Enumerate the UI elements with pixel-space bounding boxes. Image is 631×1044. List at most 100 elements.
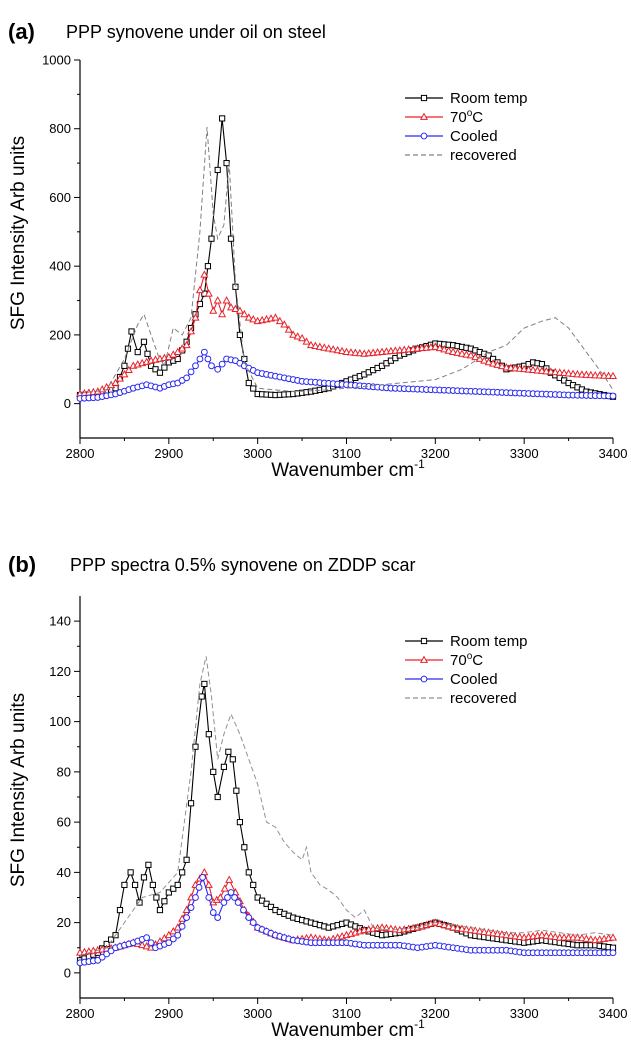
x-axis-label-a: Wavenumber cm-1 bbox=[271, 457, 425, 481]
data-point bbox=[208, 362, 215, 370]
data-point bbox=[551, 367, 560, 376]
data-point bbox=[120, 369, 129, 378]
data-point bbox=[121, 362, 128, 369]
data-point bbox=[236, 819, 244, 826]
y-tick-label: 1000 bbox=[42, 53, 71, 68]
data-point bbox=[431, 342, 440, 350]
legend-label: recovered bbox=[450, 690, 517, 707]
data-point bbox=[225, 875, 234, 883]
y-tick-label: 120 bbox=[49, 664, 71, 679]
y-tick-label: 800 bbox=[49, 121, 71, 136]
data-point bbox=[214, 793, 221, 801]
data-point bbox=[149, 881, 156, 889]
legend-entry: 70oC bbox=[405, 651, 483, 669]
data-point bbox=[515, 932, 524, 940]
data-point bbox=[564, 369, 573, 377]
data-point bbox=[582, 934, 591, 942]
data-point bbox=[609, 949, 617, 957]
data-point bbox=[233, 787, 240, 794]
data-point bbox=[140, 338, 148, 345]
series-room-temp-b bbox=[76, 680, 617, 964]
data-point bbox=[220, 899, 228, 906]
y-tick-label: 600 bbox=[49, 190, 71, 205]
data-point bbox=[143, 934, 151, 942]
data-point bbox=[263, 900, 270, 907]
data-point bbox=[209, 909, 217, 916]
data-point bbox=[226, 302, 236, 311]
y-tick-label: 400 bbox=[49, 259, 71, 274]
data-point bbox=[529, 365, 538, 374]
legend-marker bbox=[419, 112, 429, 120]
data-point bbox=[240, 906, 247, 914]
data-point bbox=[250, 881, 257, 889]
data-point bbox=[204, 263, 212, 270]
data-point bbox=[346, 348, 355, 356]
data-point bbox=[462, 350, 471, 358]
data-point bbox=[555, 368, 564, 376]
data-point bbox=[195, 285, 204, 294]
data-point bbox=[183, 374, 191, 382]
data-point bbox=[218, 360, 226, 368]
data-point bbox=[259, 897, 266, 904]
data-point bbox=[127, 869, 134, 876]
x-tick-label: 3200 bbox=[421, 1006, 450, 1021]
data-point bbox=[515, 364, 524, 372]
data-point bbox=[506, 363, 515, 371]
data-point bbox=[338, 346, 347, 355]
legend-label: Room temp bbox=[450, 90, 528, 107]
data-point bbox=[134, 348, 141, 356]
data-point bbox=[183, 856, 190, 863]
data-point bbox=[355, 348, 364, 357]
y-tick-label: 140 bbox=[49, 614, 71, 629]
x-tick-label: 3400 bbox=[599, 1006, 628, 1021]
chart-title-a: PPP synovene under oil on steel bbox=[66, 22, 326, 42]
data-point bbox=[191, 313, 200, 321]
data-point bbox=[542, 366, 551, 375]
data-point bbox=[234, 899, 242, 906]
data-point bbox=[210, 768, 217, 775]
data-point bbox=[457, 924, 467, 932]
data-point bbox=[475, 926, 484, 935]
data-point bbox=[506, 931, 515, 939]
data-point bbox=[546, 932, 555, 940]
series-cooled-a bbox=[76, 348, 617, 402]
x-axis-label-b: Wavenumber cm-1 bbox=[271, 1017, 425, 1041]
data-point bbox=[152, 366, 159, 373]
data-point bbox=[324, 344, 333, 352]
y-tick-label: 20 bbox=[57, 915, 71, 930]
data-point bbox=[169, 926, 178, 935]
legend-label: Cooled bbox=[450, 671, 498, 688]
x-tick-label: 3000 bbox=[243, 1006, 272, 1021]
y-axis-label-a: SFG Intensity Arb units bbox=[8, 136, 29, 330]
data-point bbox=[231, 894, 238, 901]
data-point bbox=[568, 369, 578, 377]
data-point bbox=[165, 939, 173, 947]
data-point bbox=[489, 928, 498, 937]
data-point bbox=[315, 342, 324, 350]
data-point bbox=[153, 894, 160, 901]
x-tick-label: 2800 bbox=[66, 1006, 95, 1021]
y-tick-label: 200 bbox=[49, 327, 71, 342]
data-point bbox=[391, 925, 400, 933]
x-tick-label: 3100 bbox=[332, 1006, 361, 1021]
data-point bbox=[551, 932, 560, 940]
data-point bbox=[489, 359, 498, 367]
legend-label: recovered bbox=[450, 147, 517, 164]
data-point bbox=[298, 333, 307, 342]
data-point bbox=[214, 914, 222, 921]
y-tick-label: 0 bbox=[64, 396, 71, 411]
data-point bbox=[311, 341, 320, 349]
panel-label-b: (b) bbox=[8, 552, 36, 577]
series-line bbox=[79, 272, 614, 395]
data-point bbox=[546, 367, 555, 375]
data-point bbox=[161, 898, 168, 905]
data-point bbox=[169, 935, 177, 943]
data-point bbox=[187, 904, 195, 911]
data-point bbox=[204, 880, 213, 888]
data-point bbox=[493, 360, 502, 368]
series-room-temp-a bbox=[76, 115, 617, 400]
data-point bbox=[216, 893, 225, 901]
data-point bbox=[174, 881, 181, 889]
data-point bbox=[275, 316, 284, 325]
data-point bbox=[200, 270, 209, 278]
